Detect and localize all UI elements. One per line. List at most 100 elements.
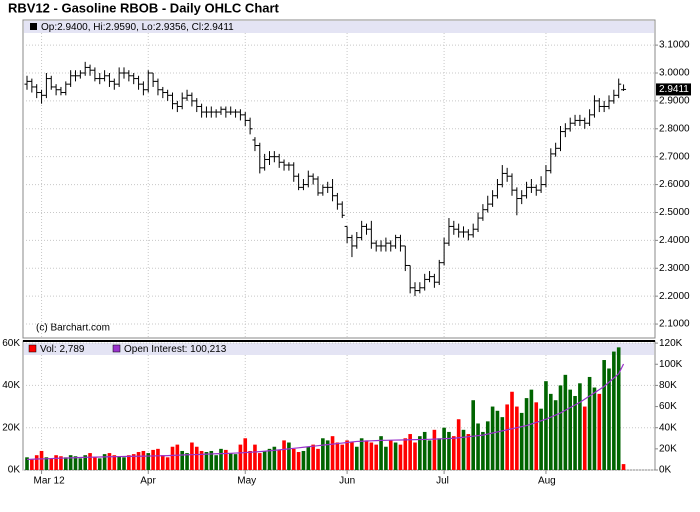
y-tick-label: 2.6000 — [659, 179, 690, 190]
volume-bar — [68, 455, 73, 470]
volume-bar — [461, 429, 466, 470]
volume-bar — [582, 406, 587, 470]
volume-bar — [393, 442, 398, 470]
price-panel — [22, 19, 656, 339]
volume-bar — [505, 404, 509, 470]
volume-bar — [39, 450, 44, 470]
open-interest-line — [26, 363, 625, 461]
volume-bar — [616, 347, 621, 470]
volume-bar — [621, 464, 626, 470]
volume-bar — [384, 446, 388, 470]
volume-bar — [291, 448, 296, 470]
volume-bar — [485, 421, 490, 470]
volume-bar — [185, 453, 189, 470]
volume-bar — [30, 459, 34, 470]
volume-bar — [165, 457, 170, 470]
volume-bar — [199, 450, 204, 470]
volume-bar — [316, 448, 320, 470]
volume-bar — [476, 423, 480, 470]
volume-bar — [277, 449, 281, 470]
y-tick-label: 20K — [2, 422, 20, 433]
volume-bar — [54, 455, 58, 470]
volume-bar — [500, 417, 505, 470]
y2-tick-label: 20K — [659, 443, 677, 454]
y-tick-label: 3.1000 — [659, 40, 690, 51]
volume-bar — [287, 442, 291, 470]
x-tick-label: May — [237, 476, 256, 487]
volume-bar — [364, 440, 369, 470]
y-tick-label: 40K — [2, 380, 20, 391]
volume-bar — [437, 438, 442, 470]
volume-bar — [330, 436, 335, 470]
volume-bar — [321, 438, 325, 470]
legend-label: Open Interest: 100,213 — [124, 344, 227, 355]
y-tick-label: 2.9000 — [659, 96, 690, 107]
volume-bar — [413, 442, 417, 470]
last-price-box — [656, 83, 691, 96]
volume-bar — [112, 455, 117, 470]
x-tick-label: Jun — [339, 476, 355, 487]
volume-bar — [403, 438, 408, 470]
volume-bar — [607, 368, 611, 470]
y2-tick-label: 0K — [659, 465, 672, 476]
volume-bar — [597, 393, 602, 470]
volume-bar — [544, 381, 548, 470]
volume-bar — [495, 410, 500, 470]
volume-bar — [418, 436, 422, 470]
volume-bar — [490, 406, 495, 470]
volume-bar — [170, 446, 175, 470]
chart-title: RBV12 - Gasoline RBOB - Daily OHLC Chart — [8, 0, 280, 15]
legend-label: Vol: 2,789 — [40, 344, 85, 355]
volume-bar — [175, 444, 180, 470]
volume-bar — [471, 400, 475, 470]
volume-bar — [59, 456, 63, 470]
volume-bar — [350, 442, 354, 470]
volume-bar — [398, 444, 403, 470]
volume-bar — [602, 360, 606, 470]
volume-bar — [456, 419, 461, 470]
volume-bar — [408, 434, 412, 470]
volume-bar — [262, 450, 267, 470]
volume-bar — [296, 452, 301, 470]
volume-bar — [214, 455, 218, 470]
volume-bar — [578, 383, 582, 470]
x-tick-label: Aug — [538, 476, 556, 487]
volume-bar — [73, 456, 78, 470]
volume-bar — [325, 440, 330, 470]
y-tick-label: 2.4000 — [659, 235, 690, 246]
volume-bar — [78, 458, 83, 470]
volume-bar — [122, 457, 126, 470]
volume-bar — [64, 457, 68, 470]
volume-bar — [311, 444, 315, 470]
volume-bar — [359, 438, 364, 470]
volume-bar — [519, 412, 524, 470]
volume-bar — [224, 449, 228, 470]
volume-bar — [427, 440, 432, 470]
x-tick-label: Apr — [140, 476, 156, 487]
y-tick-label: 3.0000 — [659, 68, 690, 79]
y-tick-label: 0K — [8, 465, 21, 476]
volume-bar — [539, 408, 543, 470]
volume-bar — [534, 402, 539, 470]
volume-bar — [117, 456, 121, 470]
volume-bar — [243, 438, 248, 470]
volume-bar — [136, 452, 141, 470]
volume-bar — [549, 393, 553, 470]
y-tick-label: 2.1000 — [659, 319, 690, 330]
volume-bar — [209, 450, 214, 470]
volume-bar — [93, 457, 97, 470]
volume-bar — [432, 429, 437, 470]
volume-bar — [107, 453, 112, 470]
volume-bar — [180, 450, 184, 470]
volume-bar — [34, 455, 39, 470]
volume-bar — [340, 444, 345, 470]
volume-bar — [83, 455, 87, 470]
x-tick-label: Mar 12 — [34, 476, 66, 487]
volume-bar — [141, 450, 146, 470]
volume-bar — [97, 458, 102, 470]
volume-bar — [422, 431, 427, 470]
header-icon — [30, 23, 37, 30]
y2-tick-label: 100K — [659, 359, 683, 370]
